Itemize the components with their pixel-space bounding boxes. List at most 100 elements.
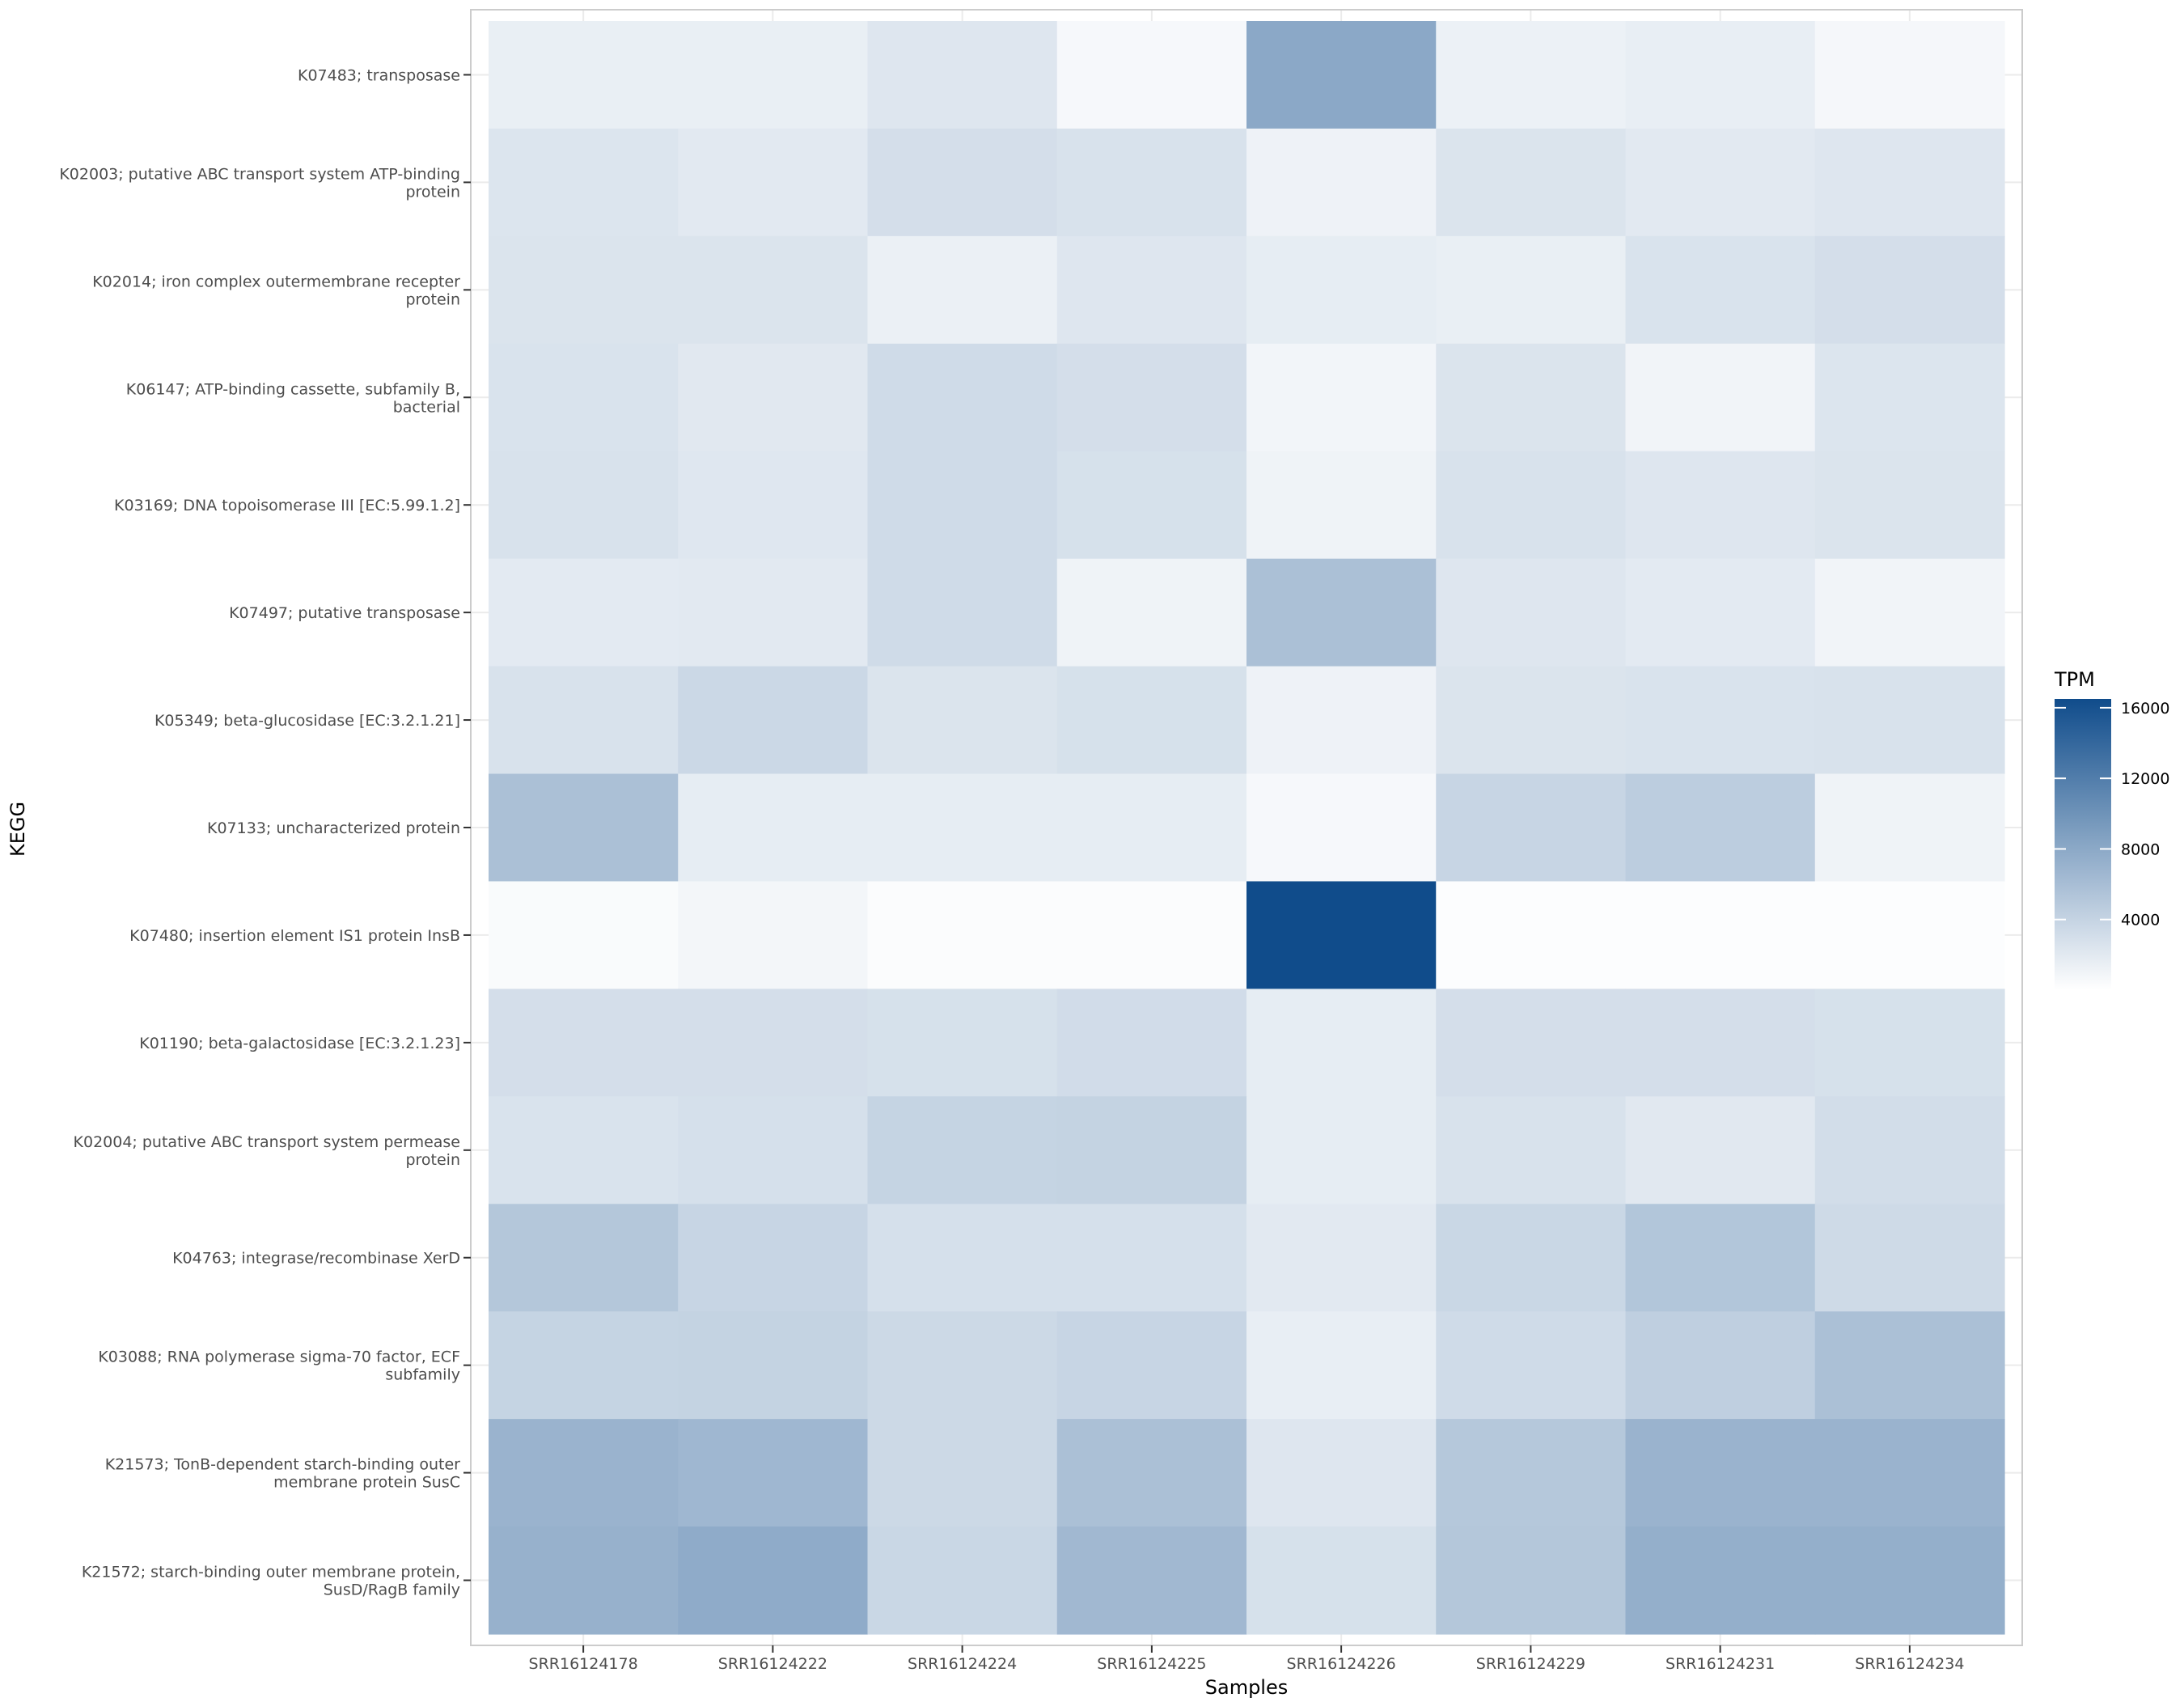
heatmap-cell <box>867 235 1058 345</box>
y-tick-label: bacterial <box>393 398 460 416</box>
heatmap-cell <box>678 128 869 237</box>
colorbar-legend: TPM 4000 8000 12000 16000 <box>2054 668 2169 990</box>
y-tick-label: K05349; beta-glucosidase [EC:3.2.1.21] <box>154 712 460 730</box>
heatmap-cell <box>489 1204 679 1312</box>
heatmap-cell <box>678 558 869 667</box>
heatmap-cell <box>867 773 1058 883</box>
heatmap-cell <box>1814 235 2005 345</box>
heatmap-cell <box>1436 1204 1627 1312</box>
heatmap-cell <box>489 1419 679 1527</box>
heatmap-cell <box>489 558 679 667</box>
heatmap-cell <box>1246 1419 1437 1527</box>
x-tick-label: SRR16124178 <box>529 1655 638 1673</box>
heatmap-cell <box>678 1096 869 1205</box>
heatmap-cell <box>1436 773 1627 883</box>
heatmap-cell <box>1625 773 1816 883</box>
y-tick-label: K02014; iron complex outermembrane recep… <box>92 273 460 290</box>
y-tick-label: K02004; putative ABC transport system pe… <box>74 1133 460 1151</box>
colorbar-tick-label: 16000 <box>2121 700 2169 718</box>
y-tick-label: membrane protein SusC <box>273 1474 460 1492</box>
y-tick-label: protein <box>405 1151 460 1169</box>
heatmap-cell <box>1625 1526 1816 1635</box>
heatmap-cell <box>678 666 869 775</box>
heatmap-cell <box>867 451 1058 560</box>
heatmap-cell <box>1056 1419 1247 1527</box>
heatmap-cell <box>489 989 679 1097</box>
heatmap-cell <box>678 451 869 560</box>
heatmap-cell <box>1625 1204 1816 1312</box>
heatmap-cell <box>489 128 679 237</box>
y-tick-label: K06147; ATP-binding cassette, subfamily … <box>126 380 460 398</box>
y-tick-label: K01190; beta-galactosidase [EC:3.2.1.23] <box>139 1035 460 1052</box>
heatmap-cell <box>678 235 869 345</box>
heatmap-cell <box>867 1526 1058 1635</box>
y-tick-label: K07483; transposase <box>298 66 460 84</box>
heatmap-cell <box>1625 235 1816 345</box>
y-tick-label: subfamily <box>385 1366 460 1384</box>
heatmap-cell <box>1056 1526 1247 1635</box>
heatmap-cell <box>1246 666 1437 775</box>
heatmap-cell <box>1814 128 2005 237</box>
heatmap-cell <box>489 451 679 560</box>
heatmap-cell <box>1246 1204 1437 1312</box>
y-tick-label: K03088; RNA polymerase sigma-70 factor, … <box>98 1348 460 1366</box>
heatmap-cell <box>1056 451 1247 560</box>
y-tick-label: K02003; putative ABC transport system AT… <box>59 165 460 183</box>
heatmap-cell <box>1814 1419 2005 1527</box>
x-tick-label: SRR16124229 <box>1476 1655 1585 1673</box>
x-tick-label: SRR16124226 <box>1287 1655 1396 1673</box>
heatmap-cell <box>1625 1419 1816 1527</box>
heatmap-cell <box>1436 1419 1627 1527</box>
heatmap-cell <box>678 1311 869 1420</box>
y-tick-label: K07480; insertion element IS1 protein In… <box>129 927 460 945</box>
heatmap-cell <box>867 21 1058 129</box>
heatmap-cell <box>1436 1526 1627 1635</box>
heatmap-cell <box>1625 1096 1816 1205</box>
heatmap-cell <box>1625 989 1816 1097</box>
heatmap-cell <box>678 21 869 129</box>
heatmap-cell <box>1246 1311 1437 1420</box>
heatmap-cell <box>1814 881 2005 989</box>
y-tick-label: K21573; TonB-dependent starch-binding ou… <box>105 1456 460 1474</box>
heatmap-cell <box>1436 666 1627 775</box>
heatmap-cell <box>867 128 1058 237</box>
heatmap-cell <box>489 21 679 129</box>
y-axis-ticks: K07483; transposase K02003; putative ABC … <box>59 66 471 1599</box>
heatmap-cell <box>867 1311 1058 1420</box>
heatmap-cell <box>1436 128 1627 237</box>
heatmap-cell <box>1814 558 2005 667</box>
heatmap-cell <box>1246 989 1437 1097</box>
heatmap-cell <box>1814 1204 2005 1312</box>
heatmap-cell <box>1625 666 1816 775</box>
heatmap-cell <box>867 1096 1058 1205</box>
y-tick-label: K07497; putative transposase <box>229 604 460 622</box>
y-tick-label: protein <box>405 183 460 201</box>
heatmap-cell <box>678 343 869 452</box>
x-tick-label: SRR16124224 <box>908 1655 1017 1673</box>
heatmap-cell <box>489 1096 679 1205</box>
heatmap-cell <box>1625 1311 1816 1420</box>
heatmap-cell <box>1246 128 1437 237</box>
heatmap-cell <box>1814 1096 2005 1205</box>
x-tick-label: SRR16124234 <box>1855 1655 1964 1673</box>
heatmap-cell <box>1814 343 2005 452</box>
heatmap-cell <box>867 1204 1058 1312</box>
heatmap-cell <box>867 666 1058 775</box>
heatmap-cell <box>1625 343 1816 452</box>
heatmap-cell <box>1814 1526 2005 1635</box>
heatmap-cell <box>1625 128 1816 237</box>
heatmap-cell <box>1436 235 1627 345</box>
y-tick-label: K04763; integrase/recombinase XerD <box>172 1250 460 1268</box>
y-axis-title: KEGG <box>6 802 29 857</box>
y-tick-label: K03169; DNA topoisomerase III [EC:5.99.1… <box>114 497 460 514</box>
heatmap-cell <box>1056 666 1247 775</box>
heatmap-cell <box>1436 1311 1627 1420</box>
heatmap-cell <box>867 343 1058 452</box>
heatmap-cell <box>1056 1096 1247 1205</box>
heatmap-cell <box>1056 128 1247 237</box>
heatmap-cell <box>1814 666 2005 775</box>
heatmap-cell <box>1056 773 1247 883</box>
heatmap-cell <box>489 343 679 452</box>
